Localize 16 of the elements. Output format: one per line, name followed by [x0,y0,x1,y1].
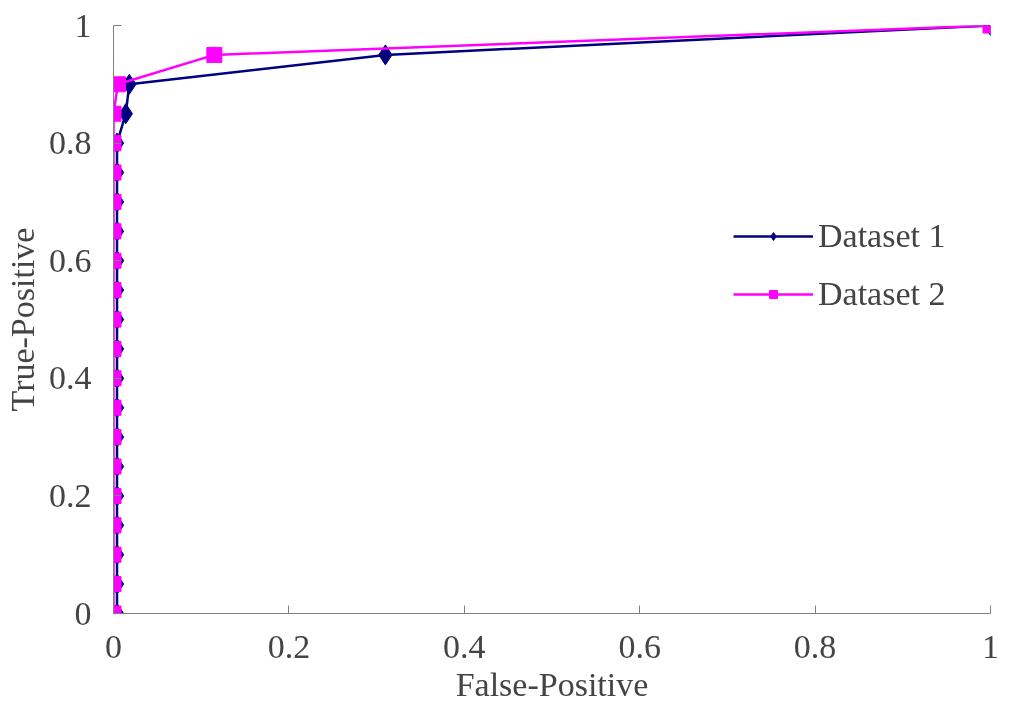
x-tick-label: 1 [982,627,999,665]
y-axis-title: True-Positive [4,227,41,412]
y-tick-label: 0.2 [49,476,92,514]
x-tick-label: 0.2 [267,627,311,665]
y-tick-label: 0.4 [49,359,92,397]
y-tick-label: 1 [74,6,92,44]
legend-label: Dataset 1 [818,217,946,255]
y-tick-label: 0 [74,594,92,632]
x-tick-label: 0 [105,627,122,665]
legend-label: Dataset 2 [818,275,946,313]
y-tick-label: 0.6 [49,241,92,279]
y-tick-label: 0.8 [49,124,92,162]
x-tick-label: 0.8 [793,627,837,665]
x-axis-title: False-Positive [455,665,649,703]
x-tick-label: 0.4 [443,627,486,665]
x-tick-label: 0.6 [618,627,661,665]
